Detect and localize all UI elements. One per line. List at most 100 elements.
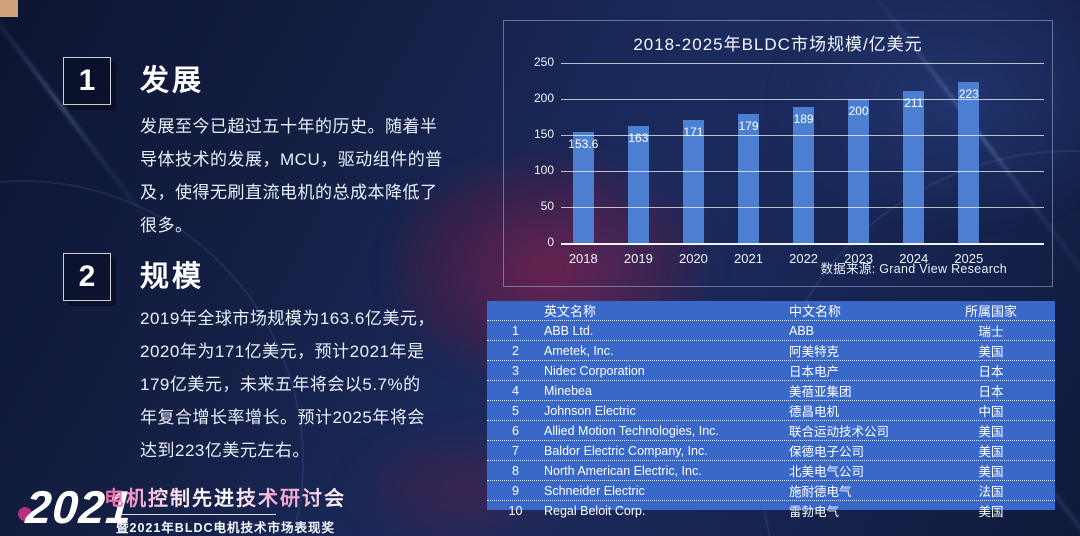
bar-value-label: 171	[683, 124, 704, 139]
y-axis-tick-label: 200	[533, 91, 554, 105]
y-axis-tick-label: 0	[547, 235, 554, 249]
rank-cell: 7	[512, 443, 519, 458]
header-english-name: 英文名称	[544, 304, 597, 319]
chinese-name-cell: 德昌电机	[789, 405, 840, 419]
rank-cell: 5	[512, 403, 519, 418]
chinese-name-cell: 雷勃电气	[789, 505, 840, 519]
header-country: 所属国家	[964, 304, 1017, 319]
x-axis-label: 2021	[734, 251, 763, 266]
rank-cell: 4	[512, 383, 519, 398]
chinese-name-cell: 联合运动技术公司	[789, 425, 890, 439]
table-row: 7 Baldor Electric Company, Inc. 保德电子公司 美国	[487, 441, 1055, 461]
section-title-scale: 规模	[140, 261, 205, 293]
gridline	[561, 135, 1044, 136]
bar-value-label: 153.6	[568, 137, 599, 152]
rank-cell: 9	[512, 483, 519, 498]
chinese-name-cell: 日本电产	[789, 365, 840, 379]
english-name-cell: Johnson Electric	[544, 403, 636, 418]
table-row: 4 Minebea 美蓓亚集团 日本	[487, 381, 1055, 401]
logo-dot	[18, 507, 32, 521]
chart-source: 数据来源: Grand View Research	[820, 262, 1007, 276]
bar	[903, 91, 925, 243]
gridline	[561, 63, 1044, 64]
x-axis-label: 2023	[844, 251, 874, 266]
y-axis-tick-label: 250	[533, 55, 554, 69]
english-name-cell: ABB Ltd.	[544, 323, 594, 338]
english-name-cell: Nidec Corporation	[544, 363, 645, 378]
rank-cell: 2	[512, 343, 519, 358]
country-cell: 瑞士	[978, 325, 1004, 339]
table-row: 10 Regal Beloit Corp. 雷勃电气 美国	[487, 501, 1055, 520]
country-cell: 日本	[978, 365, 1004, 379]
bar	[738, 114, 759, 243]
chart-title: 2018-2025年BLDC市场规模/亿美元	[633, 35, 923, 54]
company-table: 英文名称 中文名称 所属国家 1 ABB Ltd. ABB 瑞士 2 Ametek, In…	[487, 301, 1055, 519]
rank-cell: 6	[512, 423, 519, 438]
country-cell: 美国	[978, 425, 1004, 439]
section-title-development: 发展	[140, 65, 205, 97]
section-number-badge: 1	[63, 57, 111, 105]
header-chinese-name: 中文名称	[789, 304, 842, 319]
english-name-cell: Ametek, Inc.	[544, 343, 614, 358]
chinese-name-cell: 保德电子公司	[789, 445, 865, 459]
country-cell: 美国	[978, 445, 1004, 459]
bar-value-label: 163	[628, 130, 649, 145]
chart-panel: 2018-2025年BLDC市场规模/亿美元 数据来源: Grand View …	[503, 20, 1053, 287]
rank-cell: 10	[508, 503, 523, 518]
section-body-scale: 2019年全球市场规模为163.6亿美元， 2020年为171亿美元，预计202…	[140, 309, 435, 460]
rank-cell: 3	[512, 363, 519, 378]
x-axis-label: 2018	[568, 251, 598, 266]
bar	[958, 82, 980, 243]
event-logo-block: 电机控制先进技术研讨会 暨2021年BLDC电机技术市场表现奖	[104, 482, 346, 536]
chinese-name-cell: 阿美特克	[789, 345, 840, 359]
gridline	[561, 99, 1044, 100]
chinese-name-cell: 北美电气公司	[789, 465, 865, 479]
chinese-name-cell: ABB	[789, 323, 815, 338]
event-divider	[116, 514, 276, 515]
english-name-cell: North American Electric, Inc.	[544, 463, 702, 478]
x-axis-label: 2022	[789, 251, 819, 266]
country-cell: 日本	[978, 385, 1004, 399]
bar-value-label: 179	[738, 119, 759, 134]
country-cell: 美国	[978, 465, 1004, 479]
gridline	[561, 207, 1044, 208]
table-header-row: 英文名称 中文名称 所属国家	[487, 301, 1055, 321]
x-axis-line	[561, 243, 1044, 245]
y-axis-tick-label: 50	[540, 199, 554, 213]
table-row: 2 Ametek, Inc. 阿美特克 美国	[487, 341, 1055, 361]
country-cell: 中国	[978, 405, 1004, 419]
corner-accent-square	[0, 0, 18, 17]
table-row: 6 Allied Motion Technologies, Inc. 联合运动技术公…	[487, 421, 1055, 441]
rank-cell: 1	[512, 323, 519, 338]
table-row: 5 Johnson Electric 德昌电机 中国	[487, 401, 1055, 421]
english-name-cell: Baldor Electric Company, Inc.	[544, 443, 708, 458]
bar	[793, 106, 815, 243]
bar-value-label: 211	[904, 96, 924, 111]
table-row: 9 Schneider Electric 施耐德电气 法国	[487, 481, 1055, 501]
x-axis-label: 2020	[678, 251, 708, 266]
table-row: 1 ABB Ltd. ABB 瑞士	[487, 321, 1055, 341]
y-axis-tick-label: 150	[533, 127, 554, 141]
gridline	[561, 171, 1044, 172]
chinese-name-cell: 施耐德电气	[789, 485, 852, 499]
rank-cell: 8	[512, 463, 519, 478]
country-cell: 美国	[978, 345, 1004, 359]
table-row: 3 Nidec Corporation 日本电产 日本	[487, 361, 1055, 381]
y-axis-tick-label: 100	[533, 163, 554, 177]
table-row: 8 North American Electric, Inc. 北美电气公司 美国	[487, 461, 1055, 481]
english-name-cell: Regal Beloit Corp.	[544, 503, 646, 518]
english-name-cell: Schneider Electric	[544, 483, 645, 498]
section-number-badge: 2	[63, 253, 111, 301]
english-name-cell: Minebea	[544, 383, 592, 398]
country-cell: 美国	[978, 505, 1004, 519]
bar-value-label: 223	[958, 87, 979, 102]
event-subtitle: 暨2021年BLDC电机技术市场表现奖	[116, 521, 336, 535]
section-body-development: 发展至今已超过五十年的历史。随着半 导体技术的发展，MCU，驱动组件的普 及，使…	[140, 117, 443, 235]
country-cell: 法国	[978, 485, 1004, 499]
chinese-name-cell: 美蓓亚集团	[789, 385, 852, 399]
x-axis-label: 2024	[899, 251, 929, 266]
event-title: 电机控制先进技术研讨会	[104, 482, 346, 511]
bar-value-label: 189	[793, 111, 814, 126]
english-name-cell: Allied Motion Technologies, Inc.	[544, 423, 719, 438]
